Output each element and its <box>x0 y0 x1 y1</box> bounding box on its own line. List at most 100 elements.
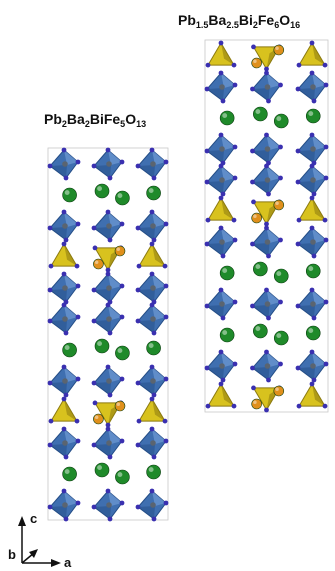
oxygen-atom <box>295 148 301 154</box>
oxygen-atom <box>63 330 69 336</box>
oxygen-atom <box>75 376 81 382</box>
oxygen-atom <box>264 132 269 138</box>
fe-atom <box>219 301 225 307</box>
oxygen-atom <box>61 147 67 153</box>
oxygen-atom <box>204 86 210 92</box>
oxygen-atom <box>278 299 283 305</box>
pbo-tetrahedron <box>205 195 237 223</box>
fe-atom <box>264 363 271 369</box>
oxygen-atom <box>149 271 155 277</box>
feo6-octahedron <box>204 132 238 166</box>
oxygen-atom <box>136 418 142 424</box>
oxygen-atom <box>61 364 67 370</box>
fe-atom <box>150 285 156 291</box>
oxygen-atom <box>309 40 315 46</box>
pb-atom <box>251 398 262 410</box>
oxygen-atom <box>162 418 168 424</box>
oxygen-atom <box>119 500 125 506</box>
oxygen-atom <box>149 488 155 494</box>
ba-atom <box>253 106 268 122</box>
formula-left-part: 2 <box>84 119 90 129</box>
oxygen-atom <box>91 504 97 510</box>
oxygen-atom <box>323 361 329 367</box>
fe-atom <box>310 239 316 245</box>
oxygen-atom <box>295 86 301 92</box>
fe-atom <box>310 301 316 307</box>
fe-atom <box>219 177 225 183</box>
oxygen-atom <box>278 82 283 88</box>
oxygen-atom <box>105 364 111 370</box>
pb-atom <box>251 212 262 224</box>
ba-atom <box>115 469 130 485</box>
oxygen-atom <box>61 488 67 494</box>
feo6-octahedron <box>91 426 125 460</box>
pb-atom <box>93 413 104 425</box>
oxygen-atom <box>107 392 113 398</box>
oxygen-atom <box>151 516 157 522</box>
oxygen-atom <box>149 302 155 308</box>
ba-atom <box>219 110 235 126</box>
oxygen-atom <box>105 488 111 494</box>
pb-atom <box>93 258 104 270</box>
oxygen-atom <box>105 422 111 428</box>
oxygen-atom <box>105 209 111 215</box>
fe-atom <box>310 177 316 183</box>
oxygen-atom <box>250 303 255 309</box>
feo6-octahedron <box>135 271 169 305</box>
oxygen-atom <box>61 302 67 308</box>
structure-right <box>204 39 329 413</box>
oxygen-atom <box>135 163 141 169</box>
feo6-octahedron <box>91 302 125 336</box>
oxygen-atom <box>63 237 69 243</box>
oxygen-atom <box>63 175 69 181</box>
oxygen-atom <box>218 349 224 355</box>
oxygen-atom <box>135 225 141 231</box>
crystal-axes <box>18 516 61 567</box>
feo6-octahedron <box>135 302 169 336</box>
formula-pb15ba25bi2fe6o16: Pb1.5Ba2.5Bi2Fe6O16 <box>178 12 300 30</box>
oxygen-atom <box>323 144 329 150</box>
oxygen-atom <box>309 381 315 387</box>
oxygen-atom <box>135 287 141 293</box>
feo6-octahedron <box>47 271 81 305</box>
oxygen-atom <box>47 287 53 293</box>
oxygen-atom <box>92 245 98 251</box>
ba-atom <box>146 340 161 356</box>
oxygen-atom <box>311 377 317 383</box>
oxygen-atom <box>149 396 155 402</box>
ba-atom <box>253 323 268 339</box>
feo6-octahedron <box>91 209 125 243</box>
formula-pb2ba2bife5o13: Pb2Ba2BiFe5O13 <box>44 111 146 129</box>
fe-atom <box>62 285 68 291</box>
oxygen-atom <box>91 380 97 386</box>
oxygen-atom <box>107 454 113 460</box>
feo6-octahedron <box>250 349 283 383</box>
oxygen-atom <box>119 314 125 320</box>
ba-atom <box>305 263 321 279</box>
fe-atom <box>62 502 68 508</box>
feo6-octahedron <box>91 147 125 181</box>
feo6-octahedron <box>295 225 329 259</box>
oxygen-atom <box>149 209 155 215</box>
feo6-octahedron <box>295 132 329 166</box>
oxygen-atom <box>204 148 210 154</box>
formula-left-part: Ba <box>66 111 85 127</box>
oxygen-atom <box>220 98 226 104</box>
oxygen-atom <box>163 283 169 289</box>
fe-atom <box>150 378 156 384</box>
oxygen-atom <box>107 330 113 336</box>
oxygen-atom <box>163 500 169 506</box>
oxygen-atom <box>220 191 226 197</box>
formula-right-part: 2.5 <box>226 20 239 30</box>
oxygen-atom <box>250 148 255 154</box>
oxygen-atom <box>218 225 224 231</box>
feo6-octahedron <box>250 70 283 104</box>
oxygen-atom <box>107 175 113 181</box>
oxygen-atom <box>105 267 111 273</box>
oxygen-atom <box>149 364 155 370</box>
feo6-octahedron <box>47 302 81 336</box>
feo6-octahedron <box>135 364 169 398</box>
fe-atom <box>310 146 316 152</box>
oxygen-atom <box>135 318 141 324</box>
fe-atom <box>106 378 112 384</box>
